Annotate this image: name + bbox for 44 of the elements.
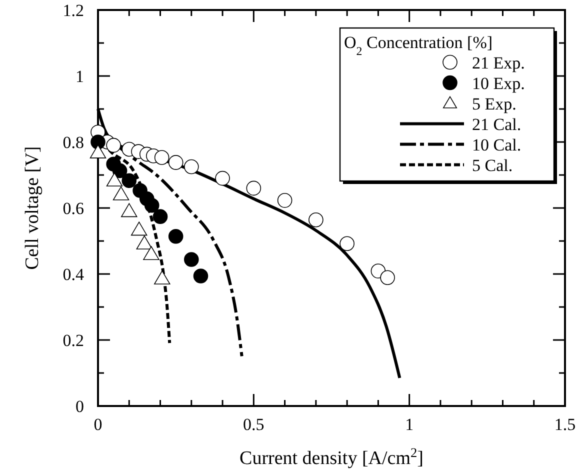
y-tick-label: 0.4 bbox=[62, 265, 84, 284]
y-tick-label: 0 bbox=[76, 397, 84, 416]
point bbox=[277, 193, 292, 208]
point bbox=[90, 134, 106, 150]
legend-label: 10 Cal. bbox=[472, 135, 522, 154]
legend-label: 5 Exp. bbox=[472, 94, 516, 114]
point bbox=[143, 246, 160, 260]
legend-label: 5 Cal. bbox=[472, 156, 513, 175]
point bbox=[154, 270, 170, 284]
y-tick-label: 1 bbox=[76, 67, 84, 86]
point bbox=[152, 209, 168, 224]
point bbox=[112, 163, 128, 178]
point bbox=[90, 144, 106, 158]
point bbox=[130, 222, 148, 236]
y-tick-label: 0.2 bbox=[62, 331, 84, 350]
x-tick-label: 0.5 bbox=[243, 415, 264, 434]
point bbox=[168, 228, 184, 244]
point bbox=[121, 203, 138, 218]
point bbox=[308, 212, 324, 228]
point bbox=[380, 270, 395, 286]
legend-label: 10 Exp. bbox=[472, 74, 525, 93]
y-tick-label: 0.8 bbox=[62, 133, 84, 152]
point bbox=[106, 138, 121, 153]
x-axis-title: Current density [A/cm$^{2}$] bbox=[240, 444, 424, 469]
y-tick-label: 1.2 bbox=[62, 1, 84, 20]
y-tick-label: 0.6 bbox=[62, 199, 84, 218]
point bbox=[246, 180, 262, 196]
point bbox=[136, 236, 152, 250]
legend-label: 21 Cal. bbox=[472, 114, 522, 134]
point bbox=[144, 198, 160, 213]
point bbox=[122, 173, 137, 188]
x-tick-label: 1 bbox=[405, 415, 414, 434]
x-tick-label: 0 bbox=[94, 415, 102, 434]
point bbox=[112, 186, 130, 200]
point bbox=[184, 159, 199, 174]
point bbox=[184, 252, 199, 267]
point bbox=[154, 150, 170, 165]
point bbox=[168, 155, 184, 170]
point bbox=[193, 268, 208, 284]
x-tick-label: 1.5 bbox=[554, 415, 576, 434]
y-axis-title: Cell voltage [V] bbox=[22, 146, 43, 270]
point bbox=[106, 172, 123, 186]
point bbox=[215, 170, 230, 186]
point bbox=[340, 236, 354, 252]
